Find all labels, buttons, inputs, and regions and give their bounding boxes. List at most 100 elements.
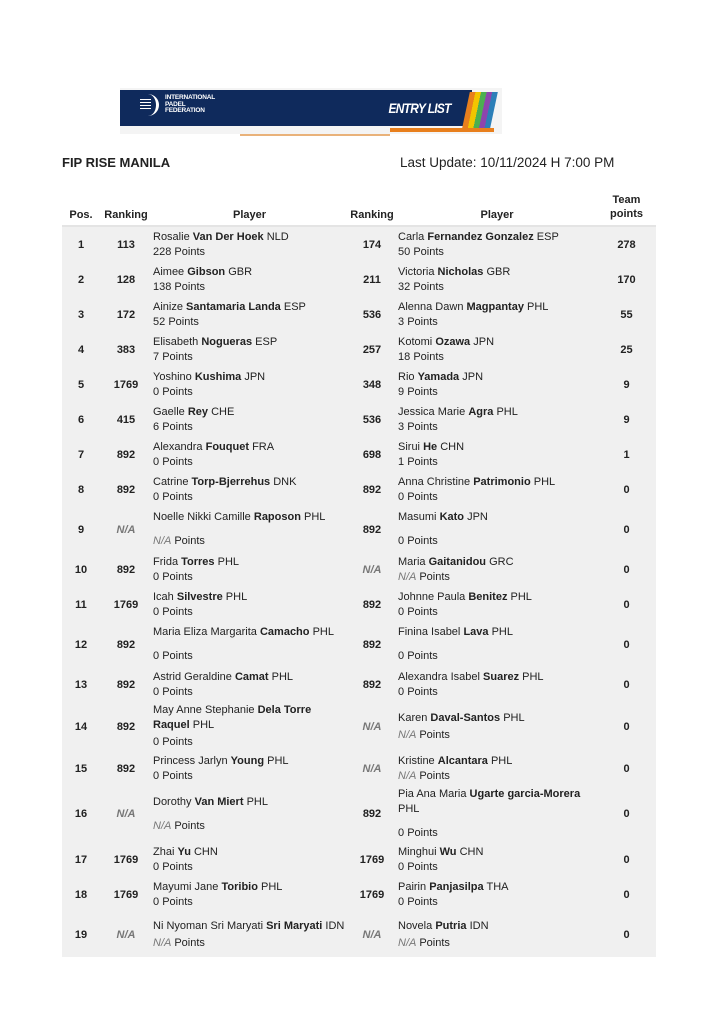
player-points-value: 3 bbox=[398, 315, 405, 328]
player-name: Ainize Santamaria Landa ESP bbox=[153, 300, 346, 315]
ranking: 536 bbox=[347, 402, 397, 437]
position: 3 bbox=[62, 297, 100, 332]
player-last-name: Panjasilpa bbox=[429, 880, 484, 893]
header-pos: Pos. bbox=[62, 190, 100, 227]
player-last-name: Patrimonio bbox=[473, 475, 531, 488]
player-last-name: Ozawa bbox=[435, 335, 471, 348]
player-points: 1 Points bbox=[398, 455, 596, 470]
points-suffix: Points bbox=[162, 385, 193, 398]
player-first-name: Dorothy bbox=[153, 795, 192, 808]
player-country: ESP bbox=[283, 300, 306, 313]
player-points: 0 Points bbox=[398, 605, 596, 620]
player-points-value: 0 bbox=[153, 570, 160, 583]
player-country: PHL bbox=[491, 626, 513, 638]
player-country: ESP bbox=[255, 335, 278, 348]
header-ranking: Ranking bbox=[100, 190, 152, 227]
player-country: PHL bbox=[217, 555, 240, 568]
points-suffix: Points bbox=[162, 455, 193, 468]
fip-globe-icon bbox=[138, 94, 159, 116]
points-suffix: Points bbox=[162, 605, 193, 618]
player-points: 7 Points bbox=[153, 350, 346, 365]
player-first-name: Aimee bbox=[153, 265, 185, 278]
player-last-name: Nogueras bbox=[201, 335, 253, 348]
player-name: Maria Gaitanidou GRC bbox=[398, 555, 596, 570]
player-country: PHL bbox=[522, 670, 544, 683]
player-first-name: Maria Eliza Margarita bbox=[153, 626, 257, 638]
team-points: 278 bbox=[597, 227, 656, 262]
player-points-value: 0 bbox=[153, 455, 160, 468]
points-suffix: Points bbox=[168, 315, 199, 328]
points-suffix: Points bbox=[407, 385, 438, 398]
position: 10 bbox=[62, 552, 100, 587]
team-points: 9 bbox=[597, 402, 656, 437]
player-name: Aimee Gibson GBR bbox=[153, 265, 346, 280]
player-country: PHL bbox=[246, 795, 268, 808]
player-name: Alexandra Fouquet FRA bbox=[153, 440, 346, 455]
ranking: N/A bbox=[100, 912, 152, 957]
player-name: Icah Silvestre PHL bbox=[153, 590, 346, 605]
team-points: 170 bbox=[597, 262, 656, 297]
player-first-name: Minghui bbox=[398, 845, 437, 858]
player-country: CHN bbox=[459, 845, 484, 858]
points-suffix: Points bbox=[162, 570, 193, 583]
player-first-name: Ni Nyoman Sri Maryati bbox=[153, 919, 264, 932]
points-suffix: Points bbox=[407, 605, 438, 618]
player-cell: Astrid Geraldine Camat PHL 0 Points bbox=[152, 667, 347, 702]
points-suffix: Points bbox=[419, 728, 450, 741]
player-first-name: Alexandra bbox=[153, 440, 203, 453]
ranking: 892 bbox=[100, 437, 152, 472]
team-points: 0 bbox=[597, 786, 656, 842]
entry-list-label: ENTRY LIST bbox=[388, 100, 451, 116]
player-last-name: Suarez bbox=[483, 670, 520, 683]
ranking: 892 bbox=[347, 472, 397, 507]
player-last-name: Rey bbox=[187, 405, 209, 418]
player-last-name: Magpantay bbox=[466, 300, 524, 313]
player-cell: Gaelle Rey CHE 6 Points bbox=[152, 402, 347, 437]
player-cell: Sirui He CHN 1 Points bbox=[397, 437, 597, 472]
player-points-value: 7 bbox=[153, 350, 160, 363]
ranking: 1769 bbox=[347, 842, 397, 877]
player-points-value: 0 bbox=[398, 860, 405, 873]
ranking: 128 bbox=[100, 262, 152, 297]
player-country: DNK bbox=[273, 475, 297, 488]
table-row: 12 892 Maria Eliza Margarita Camacho PHL 0 … bbox=[62, 622, 656, 667]
player-cell: Yoshino Kushima JPN 0 Points bbox=[152, 367, 347, 402]
points-suffix: Points bbox=[407, 490, 438, 503]
points-suffix: Points bbox=[174, 936, 205, 949]
table-row: 16 N/A Dorothy Van Miert PHL N/A Points 892 Pi… bbox=[62, 786, 656, 842]
points-suffix: Points bbox=[162, 769, 193, 782]
player-last-name: Van Der Hoek bbox=[192, 230, 264, 243]
player-country: PHL bbox=[510, 590, 532, 603]
banner-bar bbox=[120, 90, 472, 126]
points-suffix: Points bbox=[162, 685, 193, 698]
player-last-name: Kato bbox=[439, 511, 465, 523]
player-points-value: 50 bbox=[398, 245, 411, 258]
player-last-name: Van Miert bbox=[194, 795, 244, 808]
player-cell: Kristine Alcantara PHL N/A Points bbox=[397, 751, 597, 786]
player-name: Zhai Yu CHN bbox=[153, 845, 346, 860]
player-name: Jessica Marie Agra PHL bbox=[398, 405, 596, 420]
player-first-name: Catrine bbox=[153, 475, 189, 488]
player-country: PHL bbox=[503, 711, 525, 724]
player-points: 0 Points bbox=[153, 490, 346, 505]
player-first-name: May Anne Stephanie bbox=[153, 704, 255, 716]
ranking: N/A bbox=[347, 552, 397, 587]
player-name: Carla Fernandez Gonzalez ESP bbox=[398, 230, 596, 245]
player-points: 0 Points bbox=[153, 769, 346, 784]
player-cell: Ainize Santamaria Landa ESP 52 Points bbox=[152, 297, 347, 332]
player-first-name: Alexandra Isabel bbox=[398, 670, 480, 683]
player-cell: Pia Ana Maria Ugarte garcia-Morera PHL 0 … bbox=[397, 786, 597, 842]
player-first-name: Pia Ana Maria bbox=[398, 788, 467, 800]
player-name: Princess Jarlyn Young PHL bbox=[153, 754, 346, 769]
player-country: JPN bbox=[462, 370, 484, 383]
player-name: Kristine Alcantara PHL bbox=[398, 754, 596, 769]
player-points-value: N/A bbox=[398, 936, 417, 949]
player-points-value: N/A bbox=[398, 570, 417, 583]
team-points: 0 bbox=[597, 702, 656, 751]
player-last-name: Gaitanidou bbox=[428, 555, 487, 568]
ranking: N/A bbox=[100, 507, 152, 552]
player-last-name: Fernandez Gonzalez bbox=[427, 230, 534, 243]
player-first-name: Victoria bbox=[398, 265, 435, 278]
player-country: PHL bbox=[312, 626, 334, 638]
player-country: GBR bbox=[486, 265, 511, 278]
